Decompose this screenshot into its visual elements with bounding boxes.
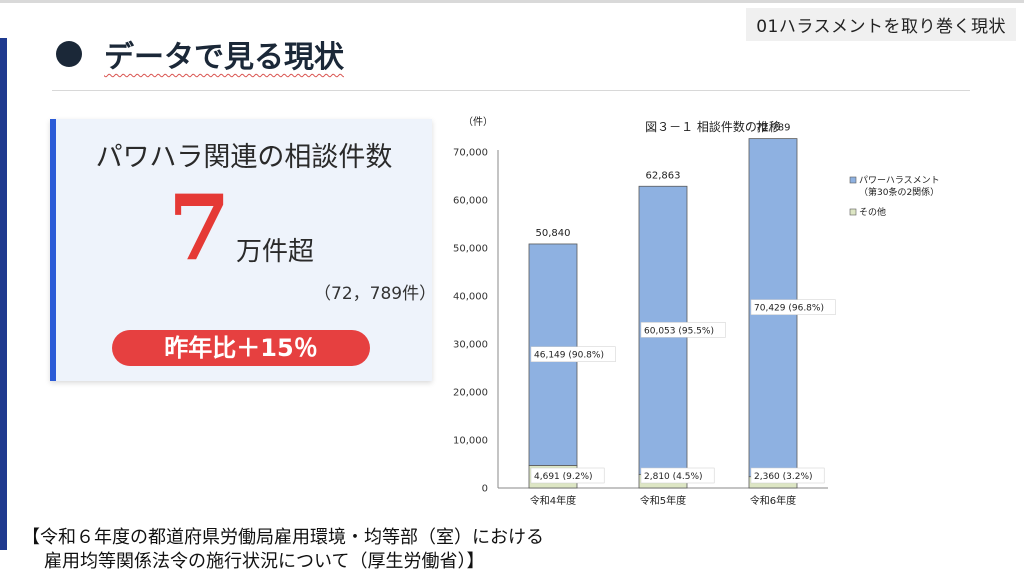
exact-count: （72，789件） [314, 284, 437, 304]
source-citation: 【令和６年度の都道府県労働局雇用環境・均等部（室）における 雇用均等関係法令の施… [22, 526, 544, 574]
total-label: 50,840 [536, 228, 571, 239]
y-tick-label: 40,000 [453, 292, 488, 303]
legend-label: パワーハラスメント [859, 175, 940, 186]
big-number: 7 [168, 175, 231, 281]
source-line-2: 雇用均等関係法令の施行状況について（厚生労働省）】 [44, 551, 485, 572]
title-divider [52, 90, 970, 91]
data-label-other: 2,810 (4.5%) [644, 472, 703, 482]
total-label: 72,789 [756, 123, 791, 134]
yoy-badge: 昨年比＋15％ [112, 330, 370, 366]
y-tick-label: 60,000 [453, 196, 488, 207]
data-label-other: 4,691 (9.2%) [534, 472, 593, 482]
y-axis-label: （件） [463, 116, 493, 128]
source-line-1: 【令和６年度の都道府県労働局雇用環境・均等部（室）における [22, 527, 544, 548]
data-label-box [750, 467, 825, 484]
chart-title: 図３－１ 相談件数の推移 [645, 119, 781, 134]
stacked-bar-chart: 図３－１ 相談件数の推移 （件） 0 10,000 20,000 30,000 40,000… [453, 116, 940, 507]
y-tick-label: 70,000 [453, 148, 488, 159]
x-tick-label: 令和4年度 [530, 494, 576, 507]
y-tick-label: 50,000 [453, 244, 488, 255]
y-tick-label: 30,000 [453, 340, 488, 351]
summary-card: パワハラ関連の相談件数 7 万件超 （72，789件） 昨年比＋15％ [50, 119, 437, 381]
top-rule [0, 0, 1024, 3]
card-heading: パワハラ関連の相談件数 [95, 142, 393, 173]
bullet-icon [56, 41, 82, 67]
data-label-other: 2,360 (3.2%) [754, 472, 813, 482]
x-tick-label: 令和6年度 [750, 494, 796, 507]
data-label-power-harassment: 60,053 (95.5%) [644, 326, 714, 336]
legend-swatch [849, 176, 857, 184]
y-tick-label: 10,000 [453, 436, 488, 447]
legend-label: その他 [859, 206, 886, 218]
data-label-box [640, 467, 715, 484]
x-tick-label: 令和5年度 [640, 494, 686, 507]
legend-label: （第30条の2関係） [859, 186, 939, 198]
y-tick-label: 0 [482, 484, 488, 495]
data-label-box [530, 346, 616, 362]
data-label-box [750, 299, 836, 315]
data-label-power-harassment: 70,429 (96.8%) [754, 304, 824, 314]
data-label-box [530, 467, 605, 484]
title-row: データで見る現状 [56, 32, 344, 76]
y-tick-label: 20,000 [453, 388, 488, 399]
page-title: データで見る現状 [104, 40, 344, 75]
section-tag: 01ハラスメントを取り巻く現状 [746, 8, 1016, 41]
chart-container: 図３－１ 相談件数の推移 （件） 0 10,000 20,000 30,000 40,000… [448, 112, 978, 512]
legend-swatch [849, 208, 857, 216]
big-number-unit: 万件超 [236, 237, 315, 267]
data-label-power-harassment: 46,149 (90.8%) [534, 351, 604, 361]
total-label: 62,863 [646, 170, 681, 181]
data-label-box [640, 322, 726, 338]
left-accent-bar [0, 38, 7, 550]
